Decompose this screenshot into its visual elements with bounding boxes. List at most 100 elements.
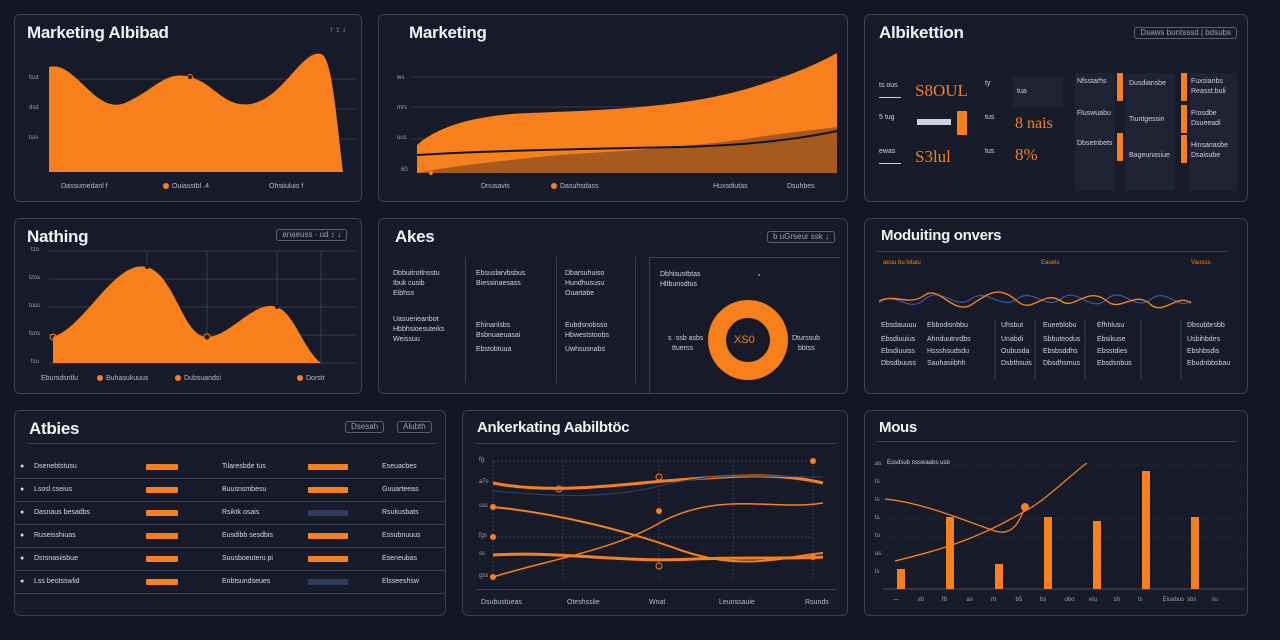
- donut-left-label: ttuerss: [672, 345, 694, 352]
- panel-nathing-area: Nathing anaeuss · ud ↕ ↓ tzo tzos tuss t…: [14, 218, 362, 394]
- x-label: rb: [991, 597, 997, 603]
- table-row[interactable]: ● Dasnaus besadbs Rsiktk osais Rsukusbats: [14, 502, 446, 525]
- x-label: obo: [1064, 597, 1075, 603]
- row-name: Lsosl cseius: [34, 486, 73, 493]
- area-series: [53, 266, 321, 363]
- table-row[interactable]: ● Dsenebtstusu Tilaresbde tus Eseuacbes: [14, 456, 446, 479]
- y-tick: ts: [875, 479, 880, 485]
- x-label: as: [966, 597, 973, 603]
- x-label: bs: [1040, 597, 1047, 603]
- x-label: elu: [1089, 597, 1098, 603]
- row-mid: Enbtsundseues: [222, 578, 271, 585]
- line-chart: [490, 458, 824, 581]
- x-label: Oteshsslie: [567, 599, 600, 606]
- y-tick: as: [875, 551, 882, 557]
- legend-row: Essdsub nsswaabs usb: [887, 460, 950, 466]
- legend-item: Dasuhsdass: [551, 183, 599, 190]
- bar: [995, 564, 1003, 589]
- area-series: [49, 53, 343, 172]
- x-label: fb: [942, 597, 948, 603]
- dot-icon: [551, 183, 557, 190]
- area-chart-2: [413, 53, 839, 175]
- panel-title: Atbies: [29, 419, 80, 438]
- panel-title: Mous: [879, 419, 917, 436]
- table-column: Ebsuslarvbsbus Biessinaesass Ehinanlsbs …: [465, 257, 557, 383]
- area-series-2: [417, 127, 837, 173]
- row-bar-1: [146, 510, 178, 516]
- y-tick: ts: [875, 497, 880, 503]
- stat-chip: tus: [985, 114, 995, 121]
- y-tick: dsd: [29, 105, 39, 111]
- legend-item: Dassumedanl f: [61, 183, 108, 190]
- table-row[interactable]: ● Ruseisshiuas Eusdibb sesdbis Essubnuuus: [14, 525, 446, 548]
- list-item: Nfsstarhs: [1077, 78, 1107, 85]
- stat-value: 8 nais: [1015, 115, 1053, 132]
- row-bar-2: [308, 579, 348, 585]
- legend-item: aeuu bu lotaiu: [883, 260, 921, 266]
- panel-ankerkating-lines: Ankerkating Aabilbtöc fg a7s ssc fgs ss …: [462, 410, 848, 616]
- y-tick: ls: [875, 569, 880, 575]
- y-tick: mrs: [397, 105, 407, 111]
- list-item: Tiuntgessin: [1129, 116, 1165, 123]
- filter-button[interactable]: Alubth: [397, 421, 432, 433]
- y-tick: ss: [479, 551, 485, 557]
- stat-label: ts ous: [879, 82, 898, 89]
- row-name: Dasnaus besadbs: [34, 509, 91, 516]
- filter-button[interactable]: Dsesah: [345, 421, 385, 433]
- area-chart-4: [49, 250, 355, 364]
- panel-title: Marketing: [409, 23, 487, 42]
- area-chart-1: [49, 53, 355, 172]
- row-bullet: ●: [20, 578, 25, 585]
- stat-chip: ty: [985, 80, 991, 87]
- dot-icon: [175, 375, 181, 382]
- donut-right-label: bbtss: [798, 345, 815, 352]
- row-right: Elsseeshsw: [382, 578, 419, 585]
- y-tick: fgs: [479, 533, 488, 539]
- y-tick: ts: [875, 515, 880, 521]
- list-item: Fluswuabu: [1077, 110, 1111, 117]
- panel-mous-bars: Mous Essdsub nsswaabs usb as ts ts ts tu…: [864, 410, 1248, 616]
- y-tick: tzo: [31, 247, 40, 253]
- y-tick: uus: [397, 135, 407, 141]
- list-item: Dsueeadi: [1191, 120, 1221, 127]
- legend-item: Buhasukuuus: [97, 375, 148, 382]
- row-bar-1: [146, 464, 178, 470]
- y-tick: tsut: [29, 75, 39, 81]
- x-label: su: [1211, 597, 1218, 603]
- x-label: sh: [1113, 597, 1120, 603]
- y-tick: ws: [397, 75, 405, 81]
- list-item: Fuxsianbs: [1191, 78, 1223, 85]
- table-row[interactable]: ● Lsosl cseius Buusnsmbesu Guuarteeas: [14, 479, 446, 502]
- y-tick: ssc: [479, 503, 488, 509]
- legend-item: Ebursdsntlu: [41, 375, 78, 382]
- dot-icon: [97, 375, 103, 382]
- x-label: Leunssauie: [719, 599, 755, 606]
- row-bullet: ●: [20, 509, 25, 516]
- table-row[interactable]: ● Lss beotsswlid Enbtsundseues Elsseeshsw: [14, 571, 446, 594]
- row-bullet: ●: [20, 463, 25, 470]
- legend-item: Eaueis: [1041, 260, 1060, 266]
- panel-filter[interactable]: Dsaws buntsssd | bdsubs: [1134, 27, 1237, 39]
- legend-item: Dnusavis: [481, 183, 510, 190]
- bar-chart: [883, 462, 1245, 590]
- row-right: Eseneubas: [382, 555, 418, 562]
- panel-title: Akes: [395, 227, 435, 246]
- stat-chip: tus: [985, 148, 995, 155]
- x-label: sb: [917, 597, 924, 603]
- row-mid: Tilaresbde tus: [222, 463, 266, 470]
- legend-item: Ouiasstbl .4: [163, 183, 209, 190]
- stat-label: ewas: [879, 148, 896, 155]
- panel-filter[interactable]: b uGrseur ssk ↓: [766, 231, 835, 243]
- x-label: b5: [1015, 597, 1023, 603]
- legend-item: Dorstr: [297, 375, 325, 382]
- y-tick: fg: [479, 457, 485, 463]
- panel-title: Ankerkating Aabilbtöc: [477, 419, 630, 436]
- y-tick: gss: [479, 573, 489, 579]
- row-bullet: ●: [20, 486, 25, 493]
- x-label: sbs: [1187, 597, 1197, 603]
- panel-controls[interactable]: ↑ ↕ ↓: [329, 25, 346, 34]
- panel-controls[interactable]: anaeuss · ud ↕ ↓: [276, 229, 347, 241]
- y-tick: tuss: [29, 303, 41, 309]
- row-bar-1: [146, 533, 178, 539]
- table-row[interactable]: ● Dsrsnasiisbue Suusboeuteru pi Eseneubas: [14, 548, 446, 571]
